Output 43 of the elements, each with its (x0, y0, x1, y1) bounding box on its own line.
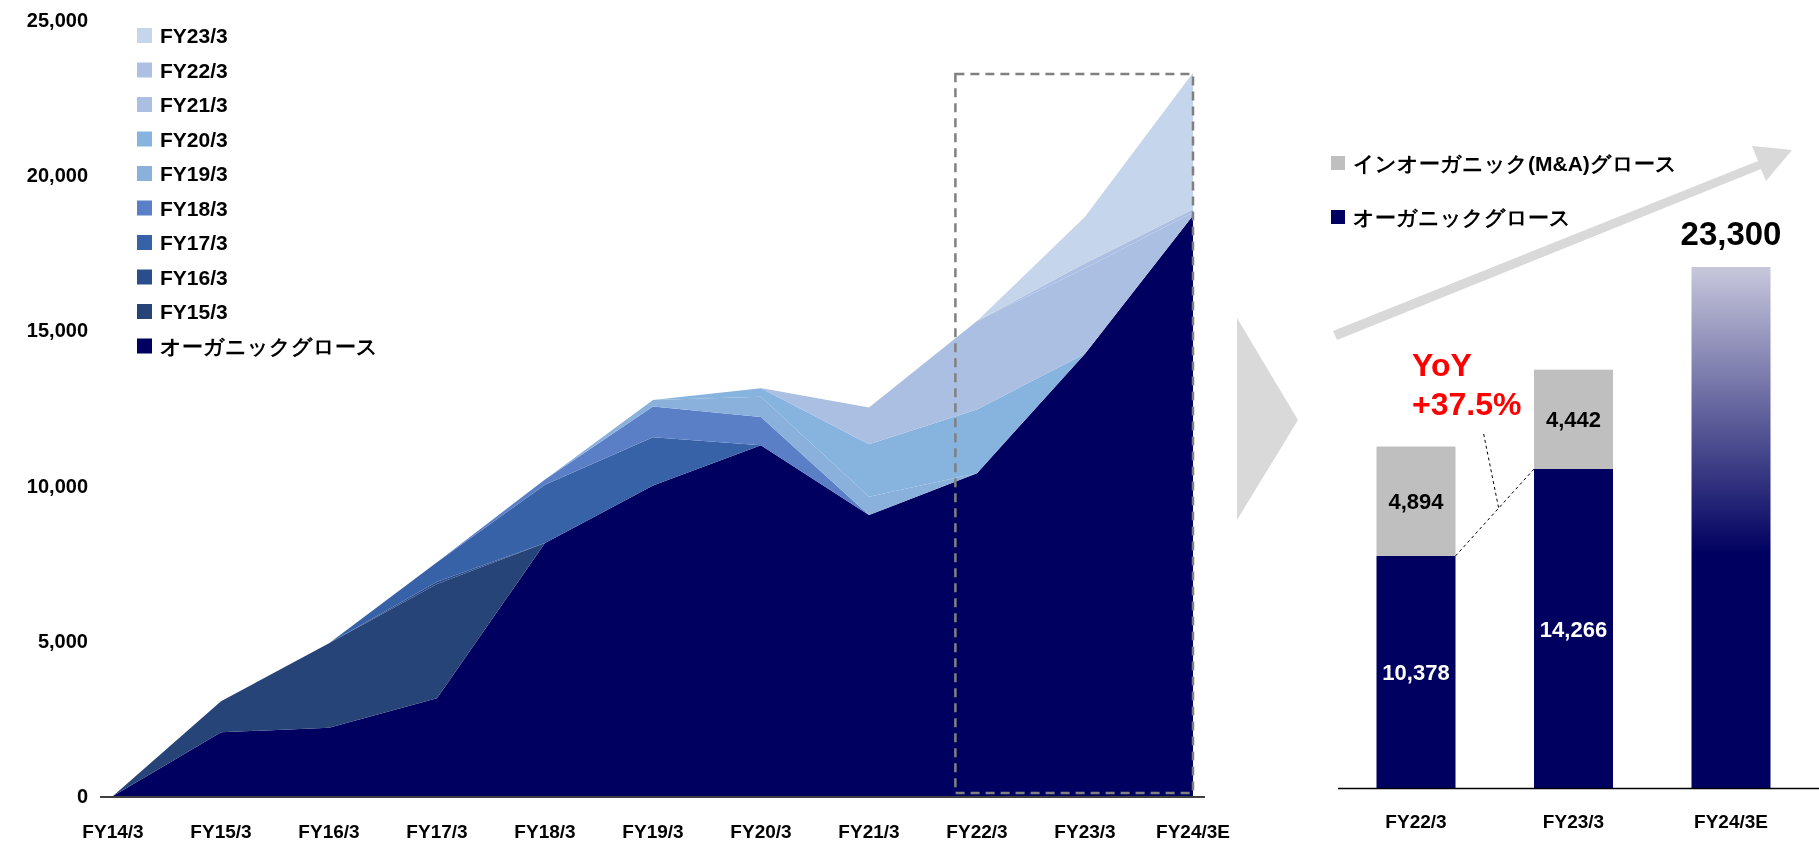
x-tick-label: FY23/3 (1542, 811, 1605, 832)
legend-label: オーガニックグロース (1353, 206, 1571, 229)
x-tick-label: FY19/3 (622, 821, 684, 842)
legend-label: FY21/3 (160, 93, 228, 116)
data-label: 14,266 (1539, 616, 1608, 642)
y-tick-label: 25,000 (26, 9, 88, 31)
bar (1376, 555, 1456, 788)
x-tick-label: FY21/3 (838, 821, 900, 842)
y-tick-label: 5,000 (37, 629, 88, 652)
x-tick-label: FY14/3 (82, 821, 144, 842)
y-tick-label: 10,000 (26, 474, 88, 497)
bar (1534, 369, 1613, 469)
y-tick-label: 20,000 (26, 164, 88, 187)
data-label: 4,894 (1388, 489, 1445, 515)
y-tick-label: 15,000 (26, 319, 88, 342)
x-tick-label: FY15/3 (190, 821, 252, 842)
legend-label: FY16/3 (160, 265, 228, 289)
x-tick-label: FY17/3 (406, 821, 468, 842)
legend-label: FY22/3 (160, 58, 228, 82)
data-label: 4,442 (1545, 407, 1602, 433)
legend-label: インオーガニック(M&A)グロース (1353, 152, 1677, 175)
bar (1376, 446, 1456, 556)
y-tick-label: 0 (76, 785, 88, 807)
legend-label: FY15/3 (160, 300, 228, 323)
annotation: YoY +37.5% (1412, 347, 1522, 422)
legend-label: FY17/3 (160, 231, 228, 254)
bar (1691, 267, 1771, 788)
x-tick-label: FY22/3 (946, 821, 1008, 842)
legend-label: FY20/3 (160, 127, 228, 151)
data-label: 10,378 (1382, 659, 1450, 685)
data-label: 23,300 (1680, 215, 1782, 252)
x-tick-label: FY22/3 (1385, 811, 1447, 832)
x-tick-label: FY24/3E (1156, 821, 1230, 842)
legend-label: FY18/3 (160, 196, 228, 220)
legend-label: オーガニックグロース (160, 334, 378, 358)
legend-label: FY19/3 (160, 162, 228, 185)
x-tick-label: FY18/3 (514, 821, 576, 842)
x-tick-label: FY23/3 (1054, 821, 1116, 842)
bar (1534, 469, 1613, 788)
x-tick-label: FY16/3 (298, 821, 360, 842)
x-tick-label: FY24/3E (1694, 811, 1768, 832)
x-tick-label: FY20/3 (730, 821, 792, 842)
legend-label: FY23/3 (160, 24, 228, 47)
